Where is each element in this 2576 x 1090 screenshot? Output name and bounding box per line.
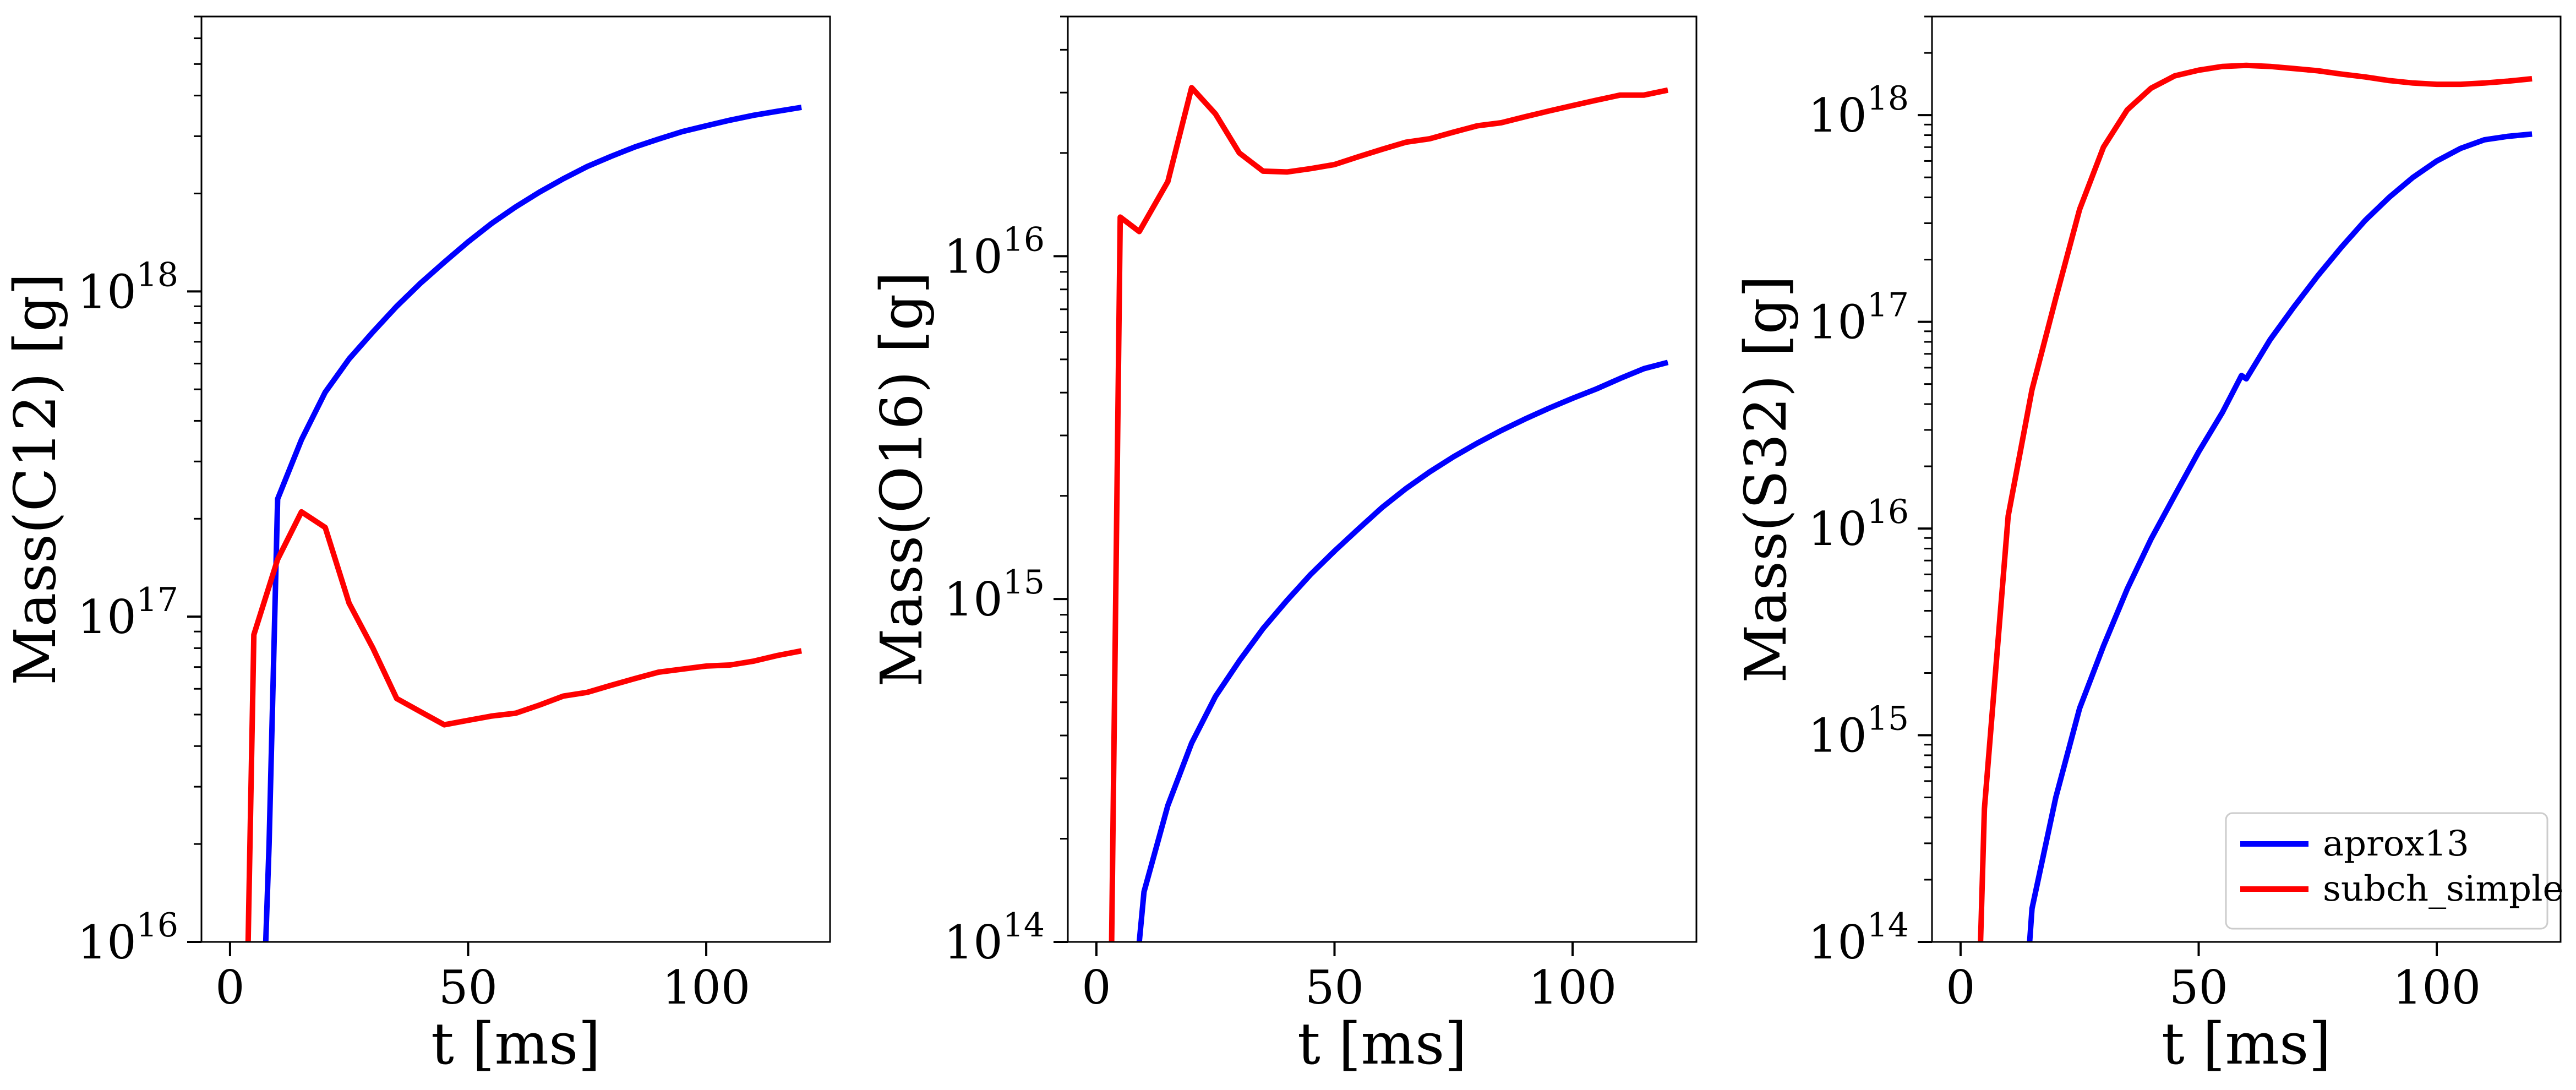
y-tick-label: 1016	[1808, 493, 1909, 556]
series-line-blue	[263, 105, 802, 942]
x-tick-label: 100	[2393, 961, 2481, 1015]
y-axis-title: Mass(O16) [g]	[868, 271, 935, 687]
x-axis-title: t [ms]	[2162, 1010, 2331, 1077]
y-tick-label: 1017	[1808, 286, 1909, 350]
legend-label-aprox13: aprox13	[2323, 824, 2469, 864]
plot-frame	[200, 15, 831, 943]
x-tick-label: 50	[439, 961, 498, 1015]
series-line-blue	[1136, 359, 1669, 942]
y-tick-label: 1015	[944, 563, 1045, 626]
x-tick-label: 100	[662, 961, 750, 1015]
legend-label-subch-simple: subch_simple	[2323, 869, 2563, 909]
plot-frame	[1931, 15, 2562, 943]
y-tick-label: 1015	[1808, 700, 1909, 763]
y-tick-label: 1016	[78, 906, 178, 969]
panel-o16: 1014 1015 1016 0 50 100 t [ms] Mass(O16) [g]	[868, 15, 1698, 1077]
series-line-subch-simple	[1978, 62, 2533, 942]
y-axis-title: Mass(C12) [g]	[2, 273, 69, 685]
y-axis-title: Mass(S32) [g]	[1732, 275, 1799, 683]
series-line-red	[245, 509, 803, 942]
x-tick-label: 50	[1305, 961, 1364, 1015]
y-tick-label: 1016	[944, 220, 1045, 284]
x-tick-label: 0	[215, 961, 244, 1015]
y-tick-label: 1018	[1808, 79, 1909, 143]
legend: aprox13 subch_simple	[2225, 812, 2563, 930]
x-tick-label: 50	[2169, 961, 2228, 1015]
x-tick-label: 0	[1946, 961, 1975, 1015]
panel-s32: 1014 1015 1016 1017 1018 0 50 100 t [ms] Mass(S32…	[1732, 15, 2563, 1077]
y-tick-label: 1014	[944, 906, 1045, 969]
x-tick-label: 0	[1082, 961, 1111, 1015]
x-axis-title: t [ms]	[1297, 1010, 1467, 1077]
panel-c12: 1016 1017 1018 0 50 100 t [ms] Mass(C12) [g]	[2, 15, 831, 1077]
plot-frame	[1067, 15, 1698, 943]
y-tick-label: 1014	[1808, 906, 1909, 969]
x-axis-title: t [ms]	[431, 1010, 601, 1077]
y-tick-label: 1017	[78, 581, 178, 644]
y-tick-label: 1018	[78, 255, 178, 319]
series-line-aprox13	[2027, 131, 2533, 942]
series-line-red	[1109, 85, 1669, 942]
x-tick-label: 100	[1529, 961, 1617, 1015]
